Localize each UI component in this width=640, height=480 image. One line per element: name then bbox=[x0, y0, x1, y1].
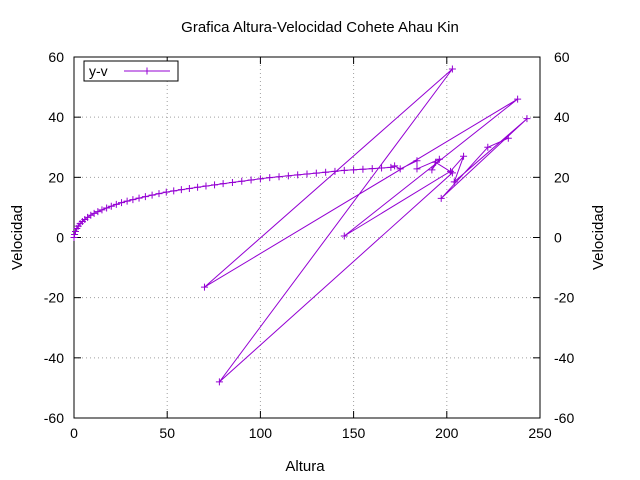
data-point bbox=[148, 191, 156, 199]
data-point bbox=[219, 180, 227, 188]
data-point bbox=[294, 171, 302, 179]
data-point bbox=[514, 95, 522, 103]
data-point bbox=[200, 283, 208, 291]
data-point bbox=[256, 175, 264, 183]
y2-tick-label: -60 bbox=[554, 410, 574, 426]
legend: y-v bbox=[83, 60, 179, 82]
y-tick-label: 60 bbox=[48, 49, 64, 65]
data-point bbox=[266, 174, 274, 182]
data-point bbox=[215, 378, 223, 386]
data-point bbox=[350, 166, 358, 174]
data-point bbox=[103, 204, 111, 212]
data-point bbox=[275, 173, 283, 181]
x-tick-label: 150 bbox=[342, 425, 366, 441]
data-point bbox=[484, 143, 492, 151]
data-point bbox=[322, 168, 330, 176]
y-tick-label: 20 bbox=[48, 169, 64, 185]
data-point bbox=[228, 178, 236, 186]
data-point bbox=[303, 170, 311, 178]
legend-marker bbox=[143, 67, 151, 75]
data-point bbox=[391, 162, 399, 170]
x-axis-label: Altura bbox=[285, 458, 325, 475]
data-point bbox=[504, 134, 512, 142]
data-point bbox=[387, 163, 395, 171]
data-point bbox=[71, 230, 79, 238]
data-point bbox=[368, 165, 376, 173]
data-point bbox=[437, 194, 445, 202]
data-point bbox=[98, 206, 106, 214]
data-point bbox=[155, 190, 163, 198]
data-point bbox=[118, 199, 126, 207]
data-point bbox=[428, 166, 436, 174]
y2-tick-label: -20 bbox=[554, 290, 574, 306]
data-point bbox=[123, 197, 131, 205]
series-y-v bbox=[70, 65, 531, 386]
y2-axis-label: Velocidad bbox=[590, 205, 607, 270]
data-point bbox=[378, 164, 386, 172]
data-point bbox=[141, 193, 149, 201]
y-tick-label: -40 bbox=[44, 350, 64, 366]
y2-tick-label: 40 bbox=[554, 109, 570, 125]
data-point bbox=[340, 166, 348, 174]
axis-ticks: 0 50 100 150 200 250-60 -60-40 -40-20 -200 020 204… bbox=[44, 49, 575, 441]
data-point bbox=[170, 187, 178, 195]
data-point bbox=[359, 165, 367, 173]
data-point bbox=[432, 158, 440, 166]
y-tick-label: 0 bbox=[56, 230, 64, 246]
data-point bbox=[177, 186, 185, 194]
data-point bbox=[435, 155, 443, 163]
data-point bbox=[413, 165, 421, 173]
data-point bbox=[107, 202, 115, 210]
data-point bbox=[247, 176, 255, 184]
y2-tick-label: -40 bbox=[554, 350, 574, 366]
chart-title: Grafica Altura-Velocidad Cohete Ahau Kin bbox=[181, 19, 459, 36]
data-point bbox=[450, 178, 458, 186]
data-point bbox=[112, 200, 120, 208]
data-point bbox=[523, 115, 531, 123]
y2-tick-label: 60 bbox=[554, 49, 570, 65]
data-point bbox=[396, 165, 404, 173]
data-point bbox=[71, 227, 79, 235]
data-point bbox=[202, 182, 210, 190]
y2-tick-label: 0 bbox=[554, 230, 562, 246]
data-point bbox=[94, 208, 102, 216]
x-tick-label: 200 bbox=[435, 425, 459, 441]
data-point bbox=[447, 167, 455, 175]
data-point bbox=[87, 211, 95, 219]
legend-label: y-v bbox=[89, 63, 108, 79]
data-point bbox=[413, 157, 421, 165]
data-point bbox=[162, 188, 170, 196]
data-point bbox=[238, 177, 246, 185]
data-point bbox=[448, 65, 456, 73]
y2-tick-label: 20 bbox=[554, 169, 570, 185]
data-point bbox=[194, 183, 202, 191]
series-line bbox=[73, 68, 528, 383]
y-tick-label: 40 bbox=[48, 109, 64, 125]
data-point bbox=[135, 194, 143, 202]
x-tick-label: 0 bbox=[70, 425, 78, 441]
data-point bbox=[90, 209, 98, 217]
grid bbox=[74, 57, 540, 418]
data-point bbox=[129, 196, 137, 204]
data-point bbox=[460, 152, 468, 160]
data-point bbox=[331, 167, 339, 175]
x-tick-label: 250 bbox=[528, 425, 552, 441]
legend-marker-plus bbox=[143, 67, 151, 75]
x-tick-label: 50 bbox=[159, 425, 175, 441]
y-axis-label: Velocidad bbox=[9, 205, 26, 270]
y-tick-label: -20 bbox=[44, 290, 64, 306]
data-point bbox=[284, 172, 292, 180]
data-point bbox=[340, 232, 348, 240]
y-tick-label: -60 bbox=[44, 410, 64, 426]
data-point bbox=[312, 169, 320, 177]
data-point bbox=[70, 234, 78, 241]
data-point bbox=[185, 184, 193, 192]
data-point bbox=[211, 181, 219, 189]
x-tick-label: 100 bbox=[249, 425, 273, 441]
